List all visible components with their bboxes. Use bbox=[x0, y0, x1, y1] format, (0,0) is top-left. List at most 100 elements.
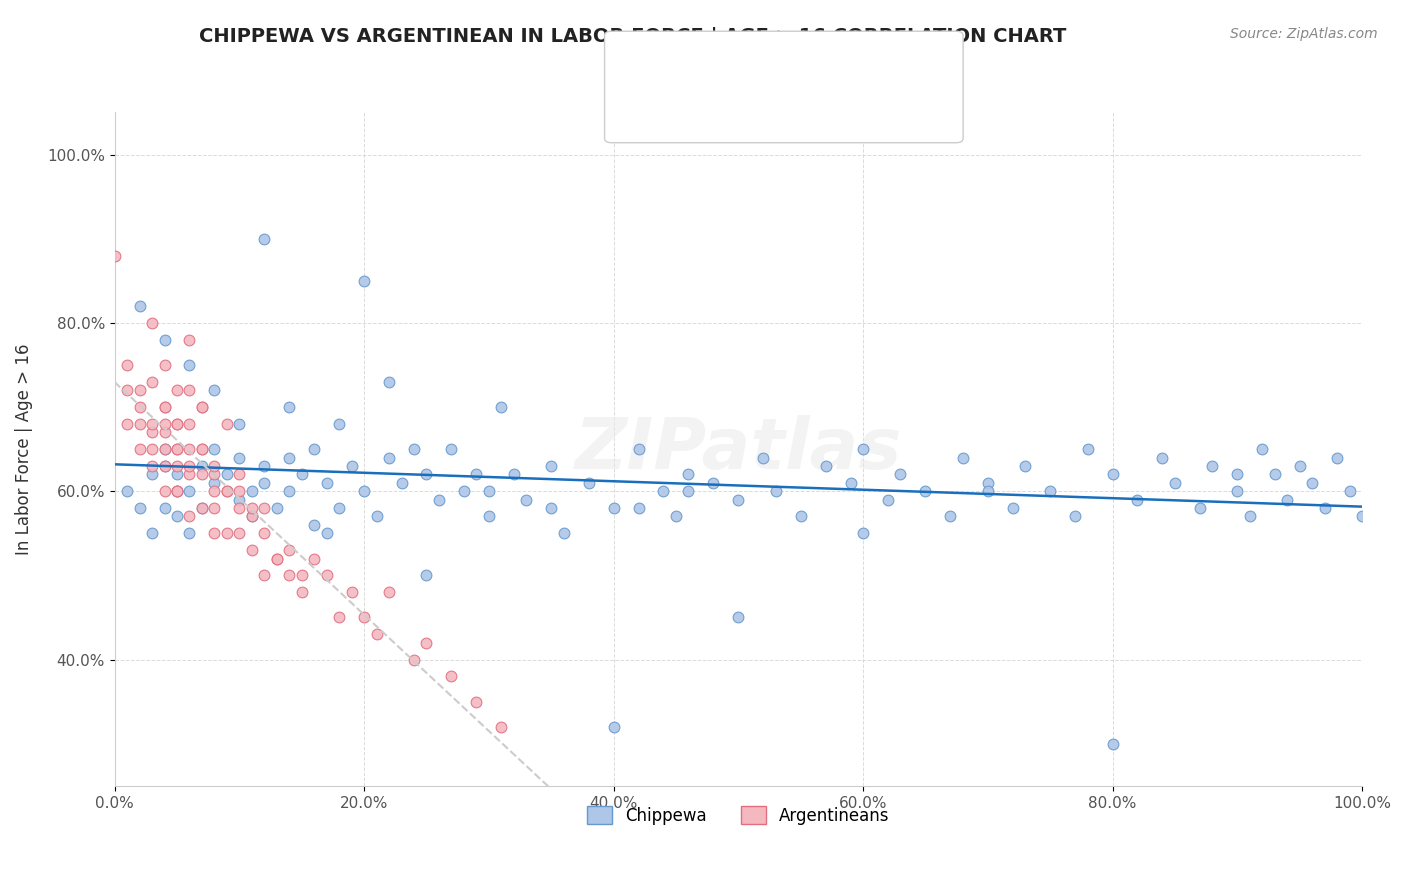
Point bbox=[1039, 484, 1062, 499]
Point bbox=[415, 467, 437, 482]
Point bbox=[215, 467, 238, 482]
Point bbox=[240, 543, 263, 558]
Point bbox=[1188, 501, 1211, 516]
Point bbox=[453, 484, 475, 499]
Point bbox=[253, 501, 276, 516]
Point bbox=[1064, 509, 1087, 524]
Point bbox=[228, 501, 250, 516]
Point bbox=[202, 442, 225, 456]
Point bbox=[291, 585, 314, 599]
Point bbox=[228, 467, 250, 482]
Point bbox=[141, 425, 163, 440]
Point bbox=[179, 526, 201, 541]
Point bbox=[540, 458, 562, 473]
Point bbox=[278, 400, 301, 414]
Point bbox=[627, 501, 650, 516]
Point bbox=[353, 274, 375, 288]
Point bbox=[191, 442, 214, 456]
Point bbox=[141, 417, 163, 431]
Point bbox=[852, 526, 875, 541]
Point bbox=[602, 720, 624, 734]
Point bbox=[253, 475, 276, 490]
Point bbox=[153, 458, 176, 473]
Point bbox=[141, 526, 163, 541]
Point bbox=[315, 526, 337, 541]
Point bbox=[128, 417, 150, 431]
Point bbox=[202, 458, 225, 473]
Point bbox=[179, 467, 201, 482]
Point bbox=[952, 450, 974, 465]
Point bbox=[366, 509, 388, 524]
Point bbox=[415, 568, 437, 582]
Point bbox=[328, 417, 350, 431]
Point bbox=[191, 442, 214, 456]
Y-axis label: In Labor Force | Age > 16: In Labor Force | Age > 16 bbox=[15, 343, 32, 555]
Point bbox=[166, 484, 188, 499]
Point bbox=[391, 475, 413, 490]
Point bbox=[153, 400, 176, 414]
Point bbox=[153, 425, 176, 440]
Point bbox=[166, 509, 188, 524]
Point bbox=[340, 458, 363, 473]
Point bbox=[977, 475, 1000, 490]
Point bbox=[765, 484, 787, 499]
Point bbox=[253, 526, 276, 541]
Point bbox=[852, 442, 875, 456]
Point bbox=[1077, 442, 1099, 456]
Point bbox=[502, 467, 524, 482]
Point bbox=[1239, 509, 1261, 524]
Point bbox=[602, 501, 624, 516]
Point bbox=[702, 475, 724, 490]
Point bbox=[839, 475, 862, 490]
Point bbox=[877, 492, 900, 507]
Point bbox=[240, 509, 263, 524]
Point bbox=[789, 509, 811, 524]
Point bbox=[402, 442, 425, 456]
Point bbox=[191, 458, 214, 473]
Point bbox=[240, 501, 263, 516]
Point bbox=[427, 492, 450, 507]
Point bbox=[278, 450, 301, 465]
Point bbox=[752, 450, 775, 465]
Point bbox=[115, 383, 138, 397]
Point bbox=[228, 450, 250, 465]
Point bbox=[378, 585, 401, 599]
Point bbox=[141, 375, 163, 389]
Point bbox=[128, 400, 150, 414]
Point bbox=[1001, 501, 1024, 516]
Point bbox=[179, 442, 201, 456]
Point bbox=[1275, 492, 1298, 507]
Point bbox=[1126, 492, 1149, 507]
Point bbox=[166, 484, 188, 499]
Point bbox=[153, 417, 176, 431]
Point bbox=[115, 417, 138, 431]
Point bbox=[278, 484, 301, 499]
Point bbox=[478, 509, 501, 524]
Point bbox=[302, 517, 325, 532]
Point bbox=[1339, 484, 1361, 499]
Point bbox=[727, 610, 749, 624]
Point bbox=[228, 417, 250, 431]
Point bbox=[727, 492, 749, 507]
Point bbox=[141, 467, 163, 482]
Point bbox=[191, 501, 214, 516]
Point bbox=[678, 484, 700, 499]
Point bbox=[578, 475, 600, 490]
Point bbox=[191, 467, 214, 482]
Point bbox=[128, 299, 150, 313]
Point bbox=[1301, 475, 1323, 490]
Point bbox=[153, 458, 176, 473]
Point bbox=[166, 484, 188, 499]
Point bbox=[491, 720, 513, 734]
Point bbox=[128, 442, 150, 456]
Point bbox=[1101, 737, 1123, 751]
Point bbox=[328, 610, 350, 624]
Point bbox=[465, 467, 488, 482]
Point bbox=[266, 551, 288, 566]
Point bbox=[291, 467, 314, 482]
Point bbox=[228, 484, 250, 499]
Point bbox=[328, 501, 350, 516]
Point bbox=[515, 492, 537, 507]
Point bbox=[814, 458, 837, 473]
Point bbox=[153, 484, 176, 499]
